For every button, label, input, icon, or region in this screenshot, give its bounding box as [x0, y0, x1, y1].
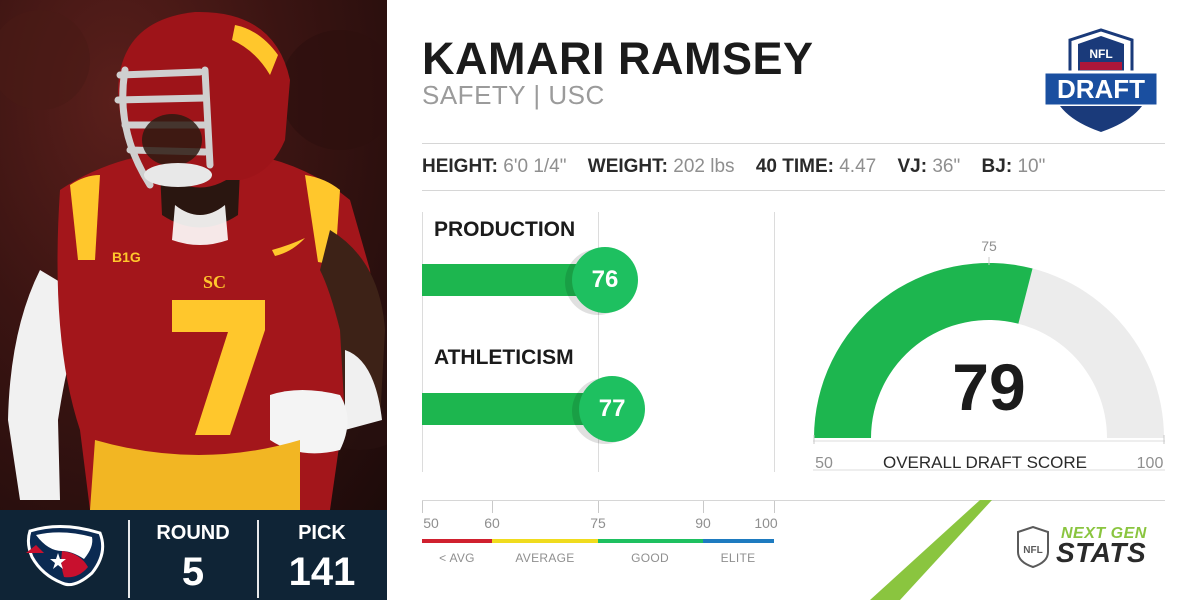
decorative-swoosh	[870, 500, 992, 600]
gauge-max-label: 100	[1137, 455, 1164, 472]
divider	[128, 520, 130, 598]
scale-good	[598, 539, 703, 543]
axis-line-50	[422, 212, 423, 472]
player-photo: B1G SC	[0, 0, 387, 510]
gauge-min-label: 50	[815, 455, 833, 472]
overall-score-gauge: 75 79 50 100 OVERALL DRAFT SCORE	[813, 238, 1165, 472]
draft-logo-text: DRAFT	[1057, 74, 1145, 104]
overall-score-value: 79	[952, 350, 1025, 424]
draft-logo-nfl: NFL	[1089, 47, 1112, 61]
round-value: 5	[181, 550, 205, 594]
measurable-height: HEIGHT: 6'0 1/4"	[422, 156, 567, 177]
svg-text:B1G: B1G	[112, 249, 141, 265]
scale-average	[492, 539, 598, 543]
scale-tick	[703, 501, 704, 513]
axis-line-75	[598, 212, 599, 472]
nfl-draft-logo: NFL DRAFT	[1042, 28, 1160, 132]
position-school: SAFETY | USC	[422, 80, 605, 110]
axis-line-100	[774, 212, 775, 472]
production-score: 76	[572, 247, 639, 313]
scale-tick-label: 90	[695, 515, 711, 531]
divider	[422, 190, 1165, 191]
gauge-marker-label: 75	[981, 238, 997, 254]
player-name: KAMARI RAMSEY	[422, 33, 814, 84]
divider	[422, 143, 1165, 144]
next-gen-text: NEXT GEN	[1061, 525, 1147, 542]
scale-tick	[598, 501, 599, 513]
scale-tick-label: 75	[590, 515, 606, 531]
scale-tick-label: 60	[484, 515, 500, 531]
scale-tick	[422, 501, 423, 513]
measurable-weight: WEIGHT: 202 lbs	[587, 156, 735, 177]
round-label: ROUND	[156, 522, 230, 544]
athleticism-score: 77	[579, 376, 646, 442]
draft-pick-bar: ROUND 5 PICK 141	[0, 510, 387, 600]
overall-score-label: OVERALL DRAFT SCORE	[883, 453, 1087, 472]
gauge-fill	[814, 263, 1033, 438]
scale-elite	[703, 539, 774, 543]
tier-label: AVERAGE	[515, 551, 575, 565]
measurable-forty: 40 TIME: 4.47	[755, 156, 877, 177]
scale-tick-label: 100	[754, 515, 778, 531]
stats-text: STATS	[1056, 537, 1147, 568]
production-label: PRODUCTION	[434, 218, 576, 241]
svg-text:SC: SC	[203, 272, 226, 292]
tier-label: ELITE	[720, 551, 756, 565]
measurable-broad: BJ: 10"	[981, 156, 1046, 177]
measurable-vertical: VJ: 36"	[897, 156, 961, 177]
tier-label: < AVG	[439, 551, 475, 565]
measurables-row: HEIGHT: 6'0 1/4" WEIGHT: 202 lbs 40 TIME…	[422, 156, 1061, 178]
houston-texans-logo	[26, 524, 105, 587]
scale-tick	[492, 501, 493, 513]
pick-value: 141	[288, 550, 356, 594]
pick-label: PICK	[298, 522, 346, 544]
scale-tick	[774, 501, 775, 513]
scale-below-average	[422, 539, 492, 543]
scale-tick-label: 50	[423, 515, 439, 531]
nfl-shield-icon: NFL	[1017, 526, 1049, 568]
tier-label: GOOD	[631, 551, 669, 565]
divider	[257, 520, 259, 598]
athleticism-label: ATHLETICISM	[434, 346, 574, 369]
ngs-nfl-text: NFL	[1023, 545, 1042, 556]
divider	[422, 500, 1165, 501]
